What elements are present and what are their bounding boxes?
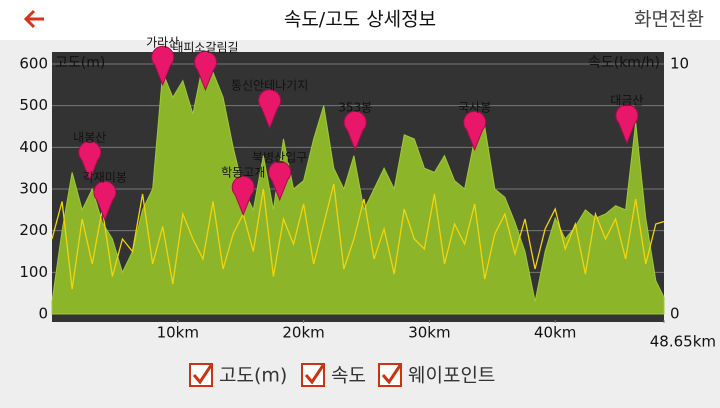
legend-label: 고도(m) bbox=[219, 365, 287, 387]
y2-axis-label: 속도(km/h) bbox=[588, 55, 660, 71]
legend-checkbox[interactable] bbox=[301, 363, 325, 387]
waypoint-label: 대금산 bbox=[610, 94, 643, 108]
y-tick-label: 200 bbox=[19, 221, 48, 239]
waypoint-label: 가라산 bbox=[146, 35, 179, 49]
waypoint-label: 통신안테나기지 bbox=[231, 79, 308, 93]
waypoint-label: 학동고개 bbox=[221, 165, 265, 179]
elevation-area bbox=[51, 63, 665, 315]
y2-tick-label: 0 bbox=[670, 305, 680, 323]
waypoint-label: 국사봉 bbox=[458, 100, 491, 114]
waypoint-label: 내봉산 bbox=[73, 130, 106, 144]
legend-checkmark bbox=[381, 363, 403, 385]
waypoint-label: 각재미봉 bbox=[83, 170, 127, 184]
y-axis-label: 고도(m) bbox=[55, 55, 105, 71]
header-bar bbox=[0, 0, 720, 40]
waypoint-pin bbox=[343, 110, 367, 152]
switch-view-button[interactable]: 화면전환 bbox=[634, 9, 704, 31]
y-tick-label: 600 bbox=[19, 55, 48, 73]
waypoint-pin bbox=[231, 175, 255, 217]
header-title: 속도/고도 상세정보 bbox=[284, 9, 436, 31]
waypoint-pin bbox=[151, 45, 175, 87]
y-tick-label: 400 bbox=[19, 138, 48, 156]
waypoint-label: 북병산입구 bbox=[252, 150, 307, 164]
waypoint-label: 353봉 bbox=[338, 100, 372, 114]
x-tick-label: 20km bbox=[282, 324, 324, 342]
waypoint-pin bbox=[78, 140, 102, 182]
x-tick-label: 10km bbox=[157, 324, 199, 342]
y-tick-label: 0 bbox=[38, 305, 48, 323]
legend-checkbox[interactable] bbox=[378, 363, 402, 387]
waypoint-pin bbox=[463, 110, 487, 152]
x-tick-label: 30km bbox=[408, 324, 450, 342]
speed-line bbox=[51, 183, 665, 290]
y-tick-label: 500 bbox=[19, 96, 48, 114]
waypoint-label: 대피소갈림길 bbox=[172, 40, 238, 54]
legend-checkmark bbox=[192, 363, 214, 385]
y-tick-label: 100 bbox=[19, 263, 48, 281]
x-tick-label: 48.65km bbox=[650, 333, 716, 351]
legend-label: 웨이포인트 bbox=[408, 365, 495, 387]
waypoint-pin bbox=[193, 50, 217, 92]
waypoint-pin bbox=[258, 89, 282, 130]
waypoint-pin bbox=[93, 180, 117, 222]
y2-tick-label: 10 bbox=[670, 55, 689, 73]
waypoint-pin bbox=[615, 104, 639, 145]
legend-checkbox[interactable] bbox=[189, 363, 213, 387]
x-tick-label: 40km bbox=[534, 324, 576, 342]
back-button[interactable] bbox=[23, 9, 44, 29]
legend-label: 속도 bbox=[331, 365, 366, 387]
legend-checkmark bbox=[304, 363, 326, 385]
y-tick-label: 300 bbox=[19, 180, 48, 198]
waypoint-pin bbox=[268, 160, 292, 202]
